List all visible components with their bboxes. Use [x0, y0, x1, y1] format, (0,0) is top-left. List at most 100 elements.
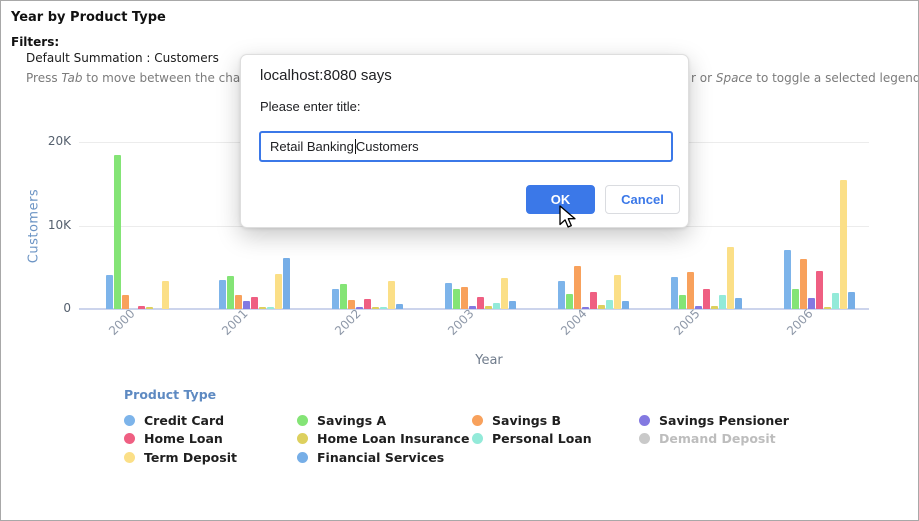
- legend-item-savings-b[interactable]: Savings B: [472, 413, 639, 428]
- legend-swatch-icon: [472, 433, 483, 445]
- bar-personal-loan[interactable]: [719, 295, 726, 309]
- bar-savings-b[interactable]: [235, 295, 242, 309]
- legend-swatch-icon: [124, 414, 135, 426]
- legend-item-personal-loan[interactable]: Personal Loan: [472, 431, 639, 446]
- bar-personal-loan[interactable]: [606, 300, 613, 309]
- legend-item-savings-a[interactable]: Savings A: [297, 413, 472, 428]
- bar-savings-a[interactable]: [340, 284, 347, 309]
- bar-credit-card[interactable]: [106, 275, 113, 309]
- legend-item-home-loan[interactable]: Home Loan: [124, 431, 297, 446]
- bar-savings-a[interactable]: [453, 289, 460, 309]
- bar-savings-pensioner[interactable]: [469, 306, 476, 309]
- bar-savings-a[interactable]: [792, 289, 799, 309]
- bar-savings-a[interactable]: [679, 295, 686, 309]
- bar-savings-a[interactable]: [114, 155, 121, 309]
- bar-personal-loan[interactable]: [380, 307, 387, 309]
- bar-savings-pensioner[interactable]: [356, 307, 363, 309]
- bar-home-loan[interactable]: [364, 299, 371, 309]
- bar-home-loan[interactable]: [477, 297, 484, 309]
- bar-financial-services[interactable]: [848, 292, 855, 309]
- legend-item-financial-services[interactable]: Financial Services: [297, 450, 472, 465]
- instr-key-space: Space: [715, 71, 753, 85]
- bar-financial-services[interactable]: [509, 301, 516, 309]
- bar-financial-services[interactable]: [622, 301, 629, 309]
- bar-personal-loan[interactable]: [832, 293, 839, 309]
- bar-personal-loan[interactable]: [493, 303, 500, 309]
- legend-label: Demand Deposit: [659, 431, 776, 447]
- legend-item-home-loan-insurance[interactable]: Home Loan Insurance: [297, 431, 472, 446]
- bar-credit-card[interactable]: [558, 281, 565, 309]
- bar-personal-loan[interactable]: [267, 307, 274, 309]
- legend-swatch-icon: [639, 433, 650, 445]
- input-text-after-caret: Customers: [355, 139, 419, 154]
- dialog-buttons: OK Cancel: [526, 185, 680, 214]
- bar-home-loan-insurance[interactable]: [711, 306, 718, 309]
- bar-savings-a[interactable]: [227, 276, 234, 309]
- bar-term-deposit[interactable]: [388, 281, 395, 309]
- bar-savings-b[interactable]: [122, 295, 129, 309]
- bar-savings-pensioner[interactable]: [695, 306, 702, 309]
- legend-label: Savings B: [492, 412, 562, 428]
- legend-item-credit-card[interactable]: Credit Card: [124, 413, 297, 428]
- bar-term-deposit[interactable]: [840, 180, 847, 309]
- x-tick-label: 2001: [219, 306, 251, 338]
- bar-home-loan-insurance[interactable]: [259, 307, 266, 309]
- chart-legend: Product Type Credit Card Savings A Savings…: [124, 387, 789, 467]
- x-tick-label: 2000: [106, 306, 138, 338]
- bar-term-deposit[interactable]: [501, 278, 508, 309]
- bar-savings-b[interactable]: [574, 266, 581, 309]
- bar-home-loan-insurance[interactable]: [824, 307, 831, 309]
- title-input[interactable]: Retail Banking Customers: [259, 131, 673, 162]
- legend-item-term-deposit[interactable]: Term Deposit: [124, 450, 297, 465]
- bar-credit-card[interactable]: [219, 280, 226, 309]
- bar-term-deposit[interactable]: [162, 281, 169, 309]
- bar-home-loan[interactable]: [138, 306, 145, 309]
- bar-home-loan[interactable]: [703, 289, 710, 309]
- dialog-origin-text: localhost:8080 says: [260, 67, 392, 84]
- legend-swatch-icon: [472, 414, 483, 426]
- bar-savings-b[interactable]: [687, 272, 694, 309]
- legend-label: Term Deposit: [144, 449, 237, 465]
- bar-group-2000: [106, 142, 177, 309]
- instr-key-tab: Tab: [61, 71, 83, 85]
- bar-home-loan-insurance[interactable]: [485, 306, 492, 309]
- bar-term-deposit[interactable]: [275, 274, 282, 309]
- legend-item-demand-deposit[interactable]: Demand Deposit: [639, 431, 789, 446]
- bar-home-loan[interactable]: [590, 292, 597, 309]
- legend-label: Personal Loan: [492, 431, 592, 447]
- cancel-button[interactable]: Cancel: [605, 185, 680, 214]
- bar-credit-card[interactable]: [445, 283, 452, 309]
- bar-home-loan[interactable]: [816, 271, 823, 309]
- bar-group-2003: [445, 142, 516, 309]
- bar-savings-pensioner[interactable]: [808, 298, 815, 309]
- bar-savings-pensioner[interactable]: [582, 307, 589, 309]
- bar-home-loan[interactable]: [251, 297, 258, 309]
- bar-home-loan-insurance[interactable]: [146, 307, 153, 309]
- bar-financial-services[interactable]: [396, 304, 403, 309]
- bar-savings-a[interactable]: [566, 294, 573, 309]
- bar-term-deposit[interactable]: [727, 247, 734, 309]
- page-title: Year by Product Type: [11, 10, 166, 25]
- bar-term-deposit[interactable]: [614, 275, 621, 309]
- bar-savings-b[interactable]: [461, 287, 468, 309]
- legend-label: Home Loan Insurance: [317, 431, 470, 447]
- bar-home-loan-insurance[interactable]: [372, 307, 379, 309]
- bar-credit-card[interactable]: [784, 250, 791, 309]
- instr-text: to toggle a selected legend item: [756, 71, 919, 85]
- bar-financial-services[interactable]: [735, 298, 742, 309]
- filter-value: Default Summation : Customers: [26, 51, 219, 65]
- bar-savings-b[interactable]: [800, 259, 807, 309]
- bar-savings-pensioner[interactable]: [243, 301, 250, 309]
- bar-group-2005: [671, 142, 742, 309]
- bar-home-loan-insurance[interactable]: [598, 305, 605, 309]
- x-tick-label: 2005: [671, 306, 703, 338]
- input-text-before-caret: Retail Banking: [270, 139, 354, 154]
- bar-credit-card[interactable]: [332, 289, 339, 309]
- bar-group-2001: [219, 142, 290, 309]
- ok-button[interactable]: OK: [526, 185, 595, 214]
- legend-item-savings-pensioner[interactable]: Savings Pensioner: [639, 413, 789, 428]
- x-axis-line: [79, 308, 869, 310]
- bar-savings-b[interactable]: [348, 300, 355, 309]
- bar-credit-card[interactable]: [671, 277, 678, 309]
- bar-financial-services[interactable]: [283, 258, 290, 309]
